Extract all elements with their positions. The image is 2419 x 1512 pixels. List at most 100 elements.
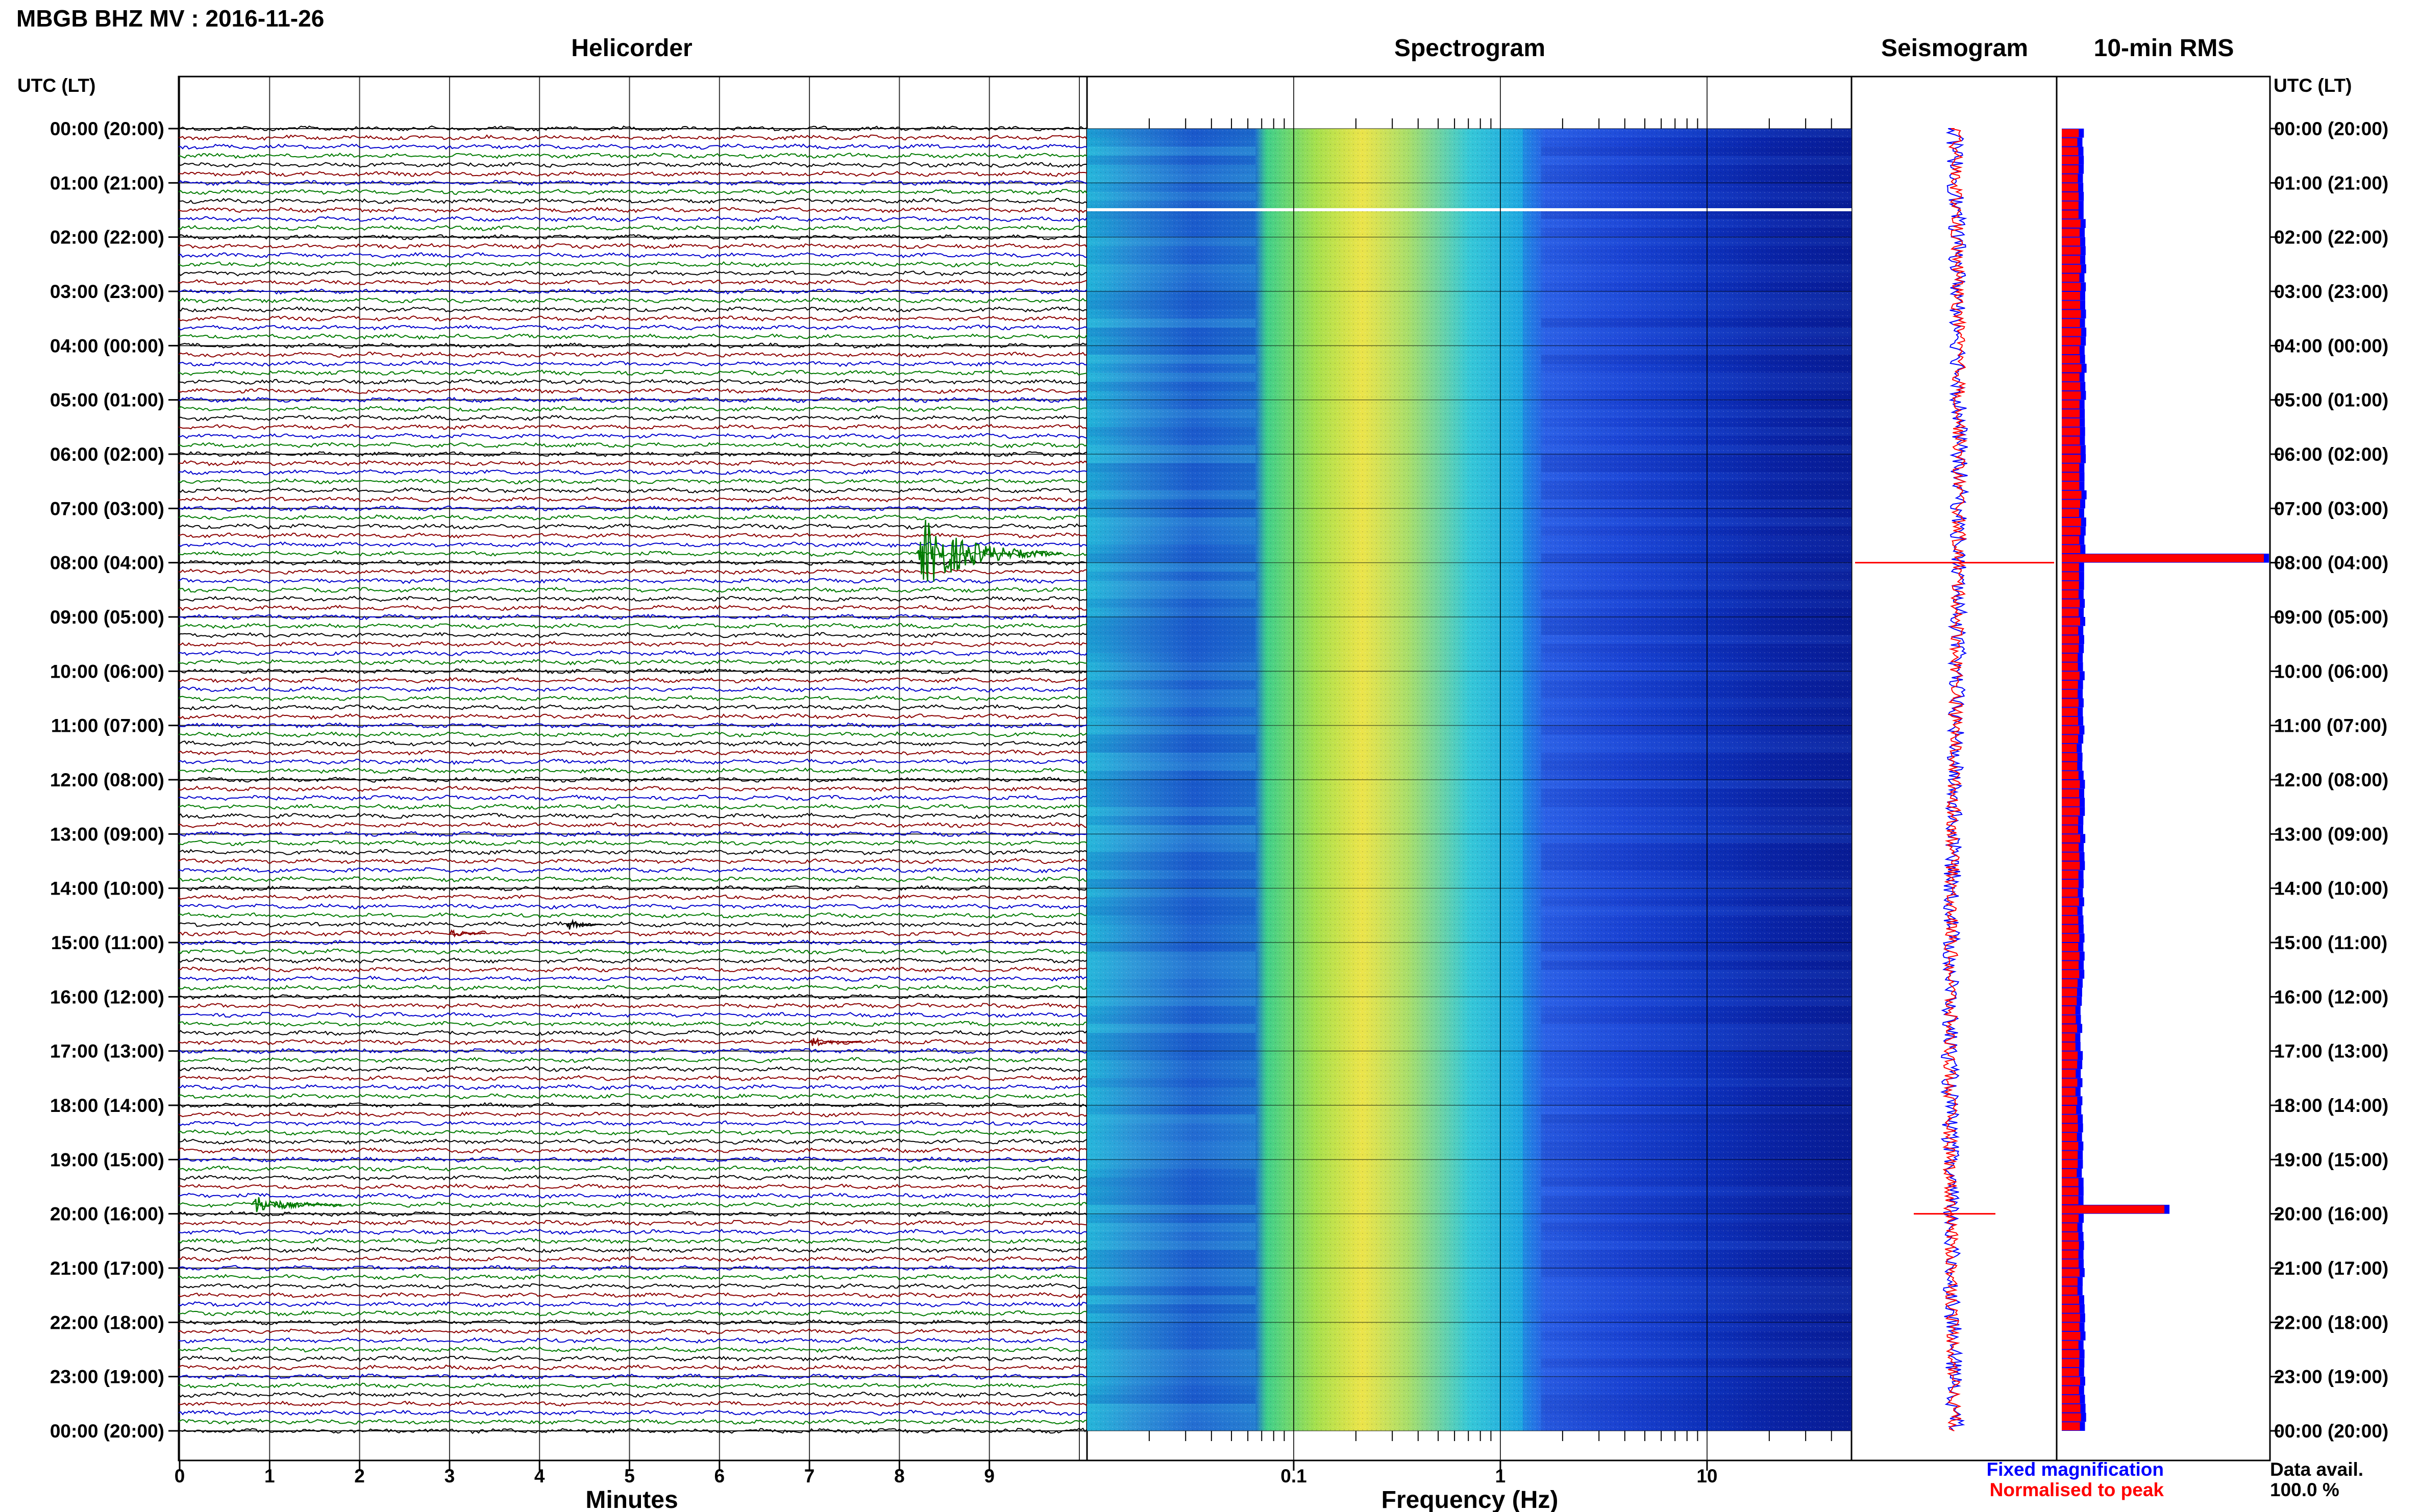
helicorder-trace	[179, 279, 1087, 286]
helicorder-trace	[179, 930, 1087, 937]
helicorder-trace	[179, 1057, 1087, 1063]
time-tick-label-right: 18:00 (14:00)	[2274, 1095, 2388, 1116]
rms-bar-normalised	[2062, 798, 2080, 807]
rms-bar-normalised	[2062, 1341, 2079, 1349]
legend-normalised-to-peak: Normalised to peak	[1990, 1479, 2164, 1500]
rms-bar-normalised	[2062, 563, 2079, 572]
rms-bar-normalised	[2062, 861, 2080, 870]
rms-bar-normalised	[2062, 436, 2080, 445]
time-tick-label-left: 20:00 (16:00)	[50, 1204, 164, 1225]
helicorder-trace	[179, 713, 1087, 720]
rms-bar-normalised	[2062, 1359, 2080, 1367]
helicorder-trace	[179, 559, 1087, 566]
helicorder-trace	[179, 523, 1087, 530]
rms-bar-normalised	[2062, 1151, 2078, 1159]
rms-bar-normalised	[2062, 599, 2080, 608]
rms-bar-normalised	[2062, 228, 2080, 237]
time-tick-label-right: 20:00 (16:00)	[2274, 1204, 2388, 1225]
time-tick-label-right: 09:00 (05:00)	[2274, 607, 2388, 628]
helicorder-trace	[179, 921, 1087, 928]
time-tick-label-left: 01:00 (21:00)	[50, 172, 164, 193]
time-tick-label-right: 12:00 (08:00)	[2274, 770, 2388, 790]
helicorder-trace	[179, 1111, 1087, 1118]
helicorder-trace	[179, 1102, 1087, 1108]
helicorder-trace	[179, 324, 1087, 331]
rms-bar-normalised	[2062, 753, 2078, 761]
helicorder-trace	[179, 207, 1087, 213]
legend-fixed-magnification: Fixed magnification	[1987, 1459, 2164, 1480]
helicorder-trace	[179, 1129, 1087, 1136]
time-tick-label-right: 08:00 (04:00)	[2274, 553, 2388, 574]
time-tick-label-right: 10:00 (06:00)	[2274, 661, 2388, 682]
helicorder-trace	[179, 487, 1087, 494]
rms-bar-normalised	[2062, 482, 2080, 490]
rms-bar-normalised	[2062, 672, 2080, 680]
rms-bar-normalised	[2062, 1223, 2078, 1232]
rms-bar-normalised	[2062, 1377, 2080, 1385]
rms-bar-normalised	[2062, 246, 2081, 255]
helicorder-trace	[179, 812, 1087, 820]
rms-bar-normalised	[2062, 1386, 2079, 1395]
rms-bar-normalised	[2062, 400, 2080, 409]
helicorder-trace	[179, 451, 1087, 458]
helicorder-trace	[179, 170, 1087, 177]
rms-frame	[2056, 76, 2271, 1461]
helicorder-trace	[179, 1002, 1087, 1009]
rms-bar-normalised	[2062, 997, 2077, 1006]
spectrogram-x-tick-label: 1	[1495, 1466, 1506, 1486]
rms-bar-normalised	[2062, 1160, 2078, 1169]
rms-title: 10-min RMS	[2094, 35, 2234, 62]
rms-bar-normalised	[2062, 907, 2078, 915]
time-tick-label-right: 00:00 (20:00)	[2274, 1421, 2388, 1442]
helicorder-trace	[179, 722, 1087, 729]
rms-bar-normalised	[2062, 626, 2079, 635]
rms-bar-normalised	[2062, 1133, 2077, 1141]
helicorder-trace	[179, 568, 1087, 575]
helicorder-trace	[179, 677, 1087, 684]
rms-bar-normalised	[2062, 988, 2077, 997]
rms-bar-normalised	[2062, 816, 2079, 825]
helicorder-trace	[179, 894, 1087, 901]
rms-bar-normalised	[2062, 852, 2080, 861]
helicorder-trace	[179, 242, 1087, 250]
helicorder-trace	[179, 360, 1087, 367]
helicorder-trace	[179, 903, 1087, 910]
time-tick-label-right: 22:00 (18:00)	[2274, 1312, 2388, 1333]
helicorder-trace	[179, 234, 1087, 240]
rms-bar-normalised	[2062, 1006, 2076, 1014]
rms-bar-normalised	[2062, 500, 2080, 508]
helicorder-trace	[179, 1193, 1087, 1199]
helicorder-trace	[179, 577, 1087, 584]
rms-bar-normalised	[2062, 979, 2078, 987]
helicorder-trace	[179, 414, 1087, 422]
helicorder-trace	[179, 505, 1087, 512]
helicorder-x-tick-label: 3	[445, 1466, 455, 1486]
time-tick-label-right: 16:00 (12:00)	[2274, 986, 2388, 1007]
rms-bar-normalised	[2062, 355, 2080, 363]
helicorder-event-2	[449, 929, 486, 938]
helicorder-event-3	[808, 1037, 863, 1047]
helicorder-trace	[179, 758, 1087, 765]
helicorder-trace	[179, 939, 1087, 946]
rms-bar-normalised	[2062, 1114, 2078, 1123]
rms-bar-normalised	[2062, 888, 2078, 897]
helicorder-trace	[179, 1011, 1087, 1019]
time-tick-label-right: 04:00 (00:00)	[2274, 335, 2388, 356]
rms-bar-normalised	[2062, 463, 2080, 472]
time-tick-label-right: 14:00 (10:00)	[2274, 878, 2388, 899]
helicorder-trace	[179, 1048, 1087, 1054]
rms-bar-normalised	[2062, 879, 2079, 888]
rms-bar-normalised	[2062, 554, 2264, 562]
helicorder-trace	[179, 1364, 1087, 1371]
spectrogram-xlabel: Frequency (Hz)	[1381, 1486, 1559, 1512]
rms-bar-normalised	[2062, 834, 2081, 843]
rms-bar-normalised	[2062, 147, 2079, 156]
helicorder-xlabel: Minutes	[585, 1486, 678, 1512]
rms-bar-normalised	[2062, 844, 2079, 852]
helicorder-trace	[179, 731, 1087, 738]
helicorder-trace	[179, 1283, 1087, 1290]
rms-bar-normalised	[2062, 319, 2080, 327]
spectrogram-x-tick-label: 10	[1696, 1466, 1717, 1486]
helicorder-trace	[179, 1183, 1087, 1191]
helicorder-trace	[179, 1328, 1087, 1335]
